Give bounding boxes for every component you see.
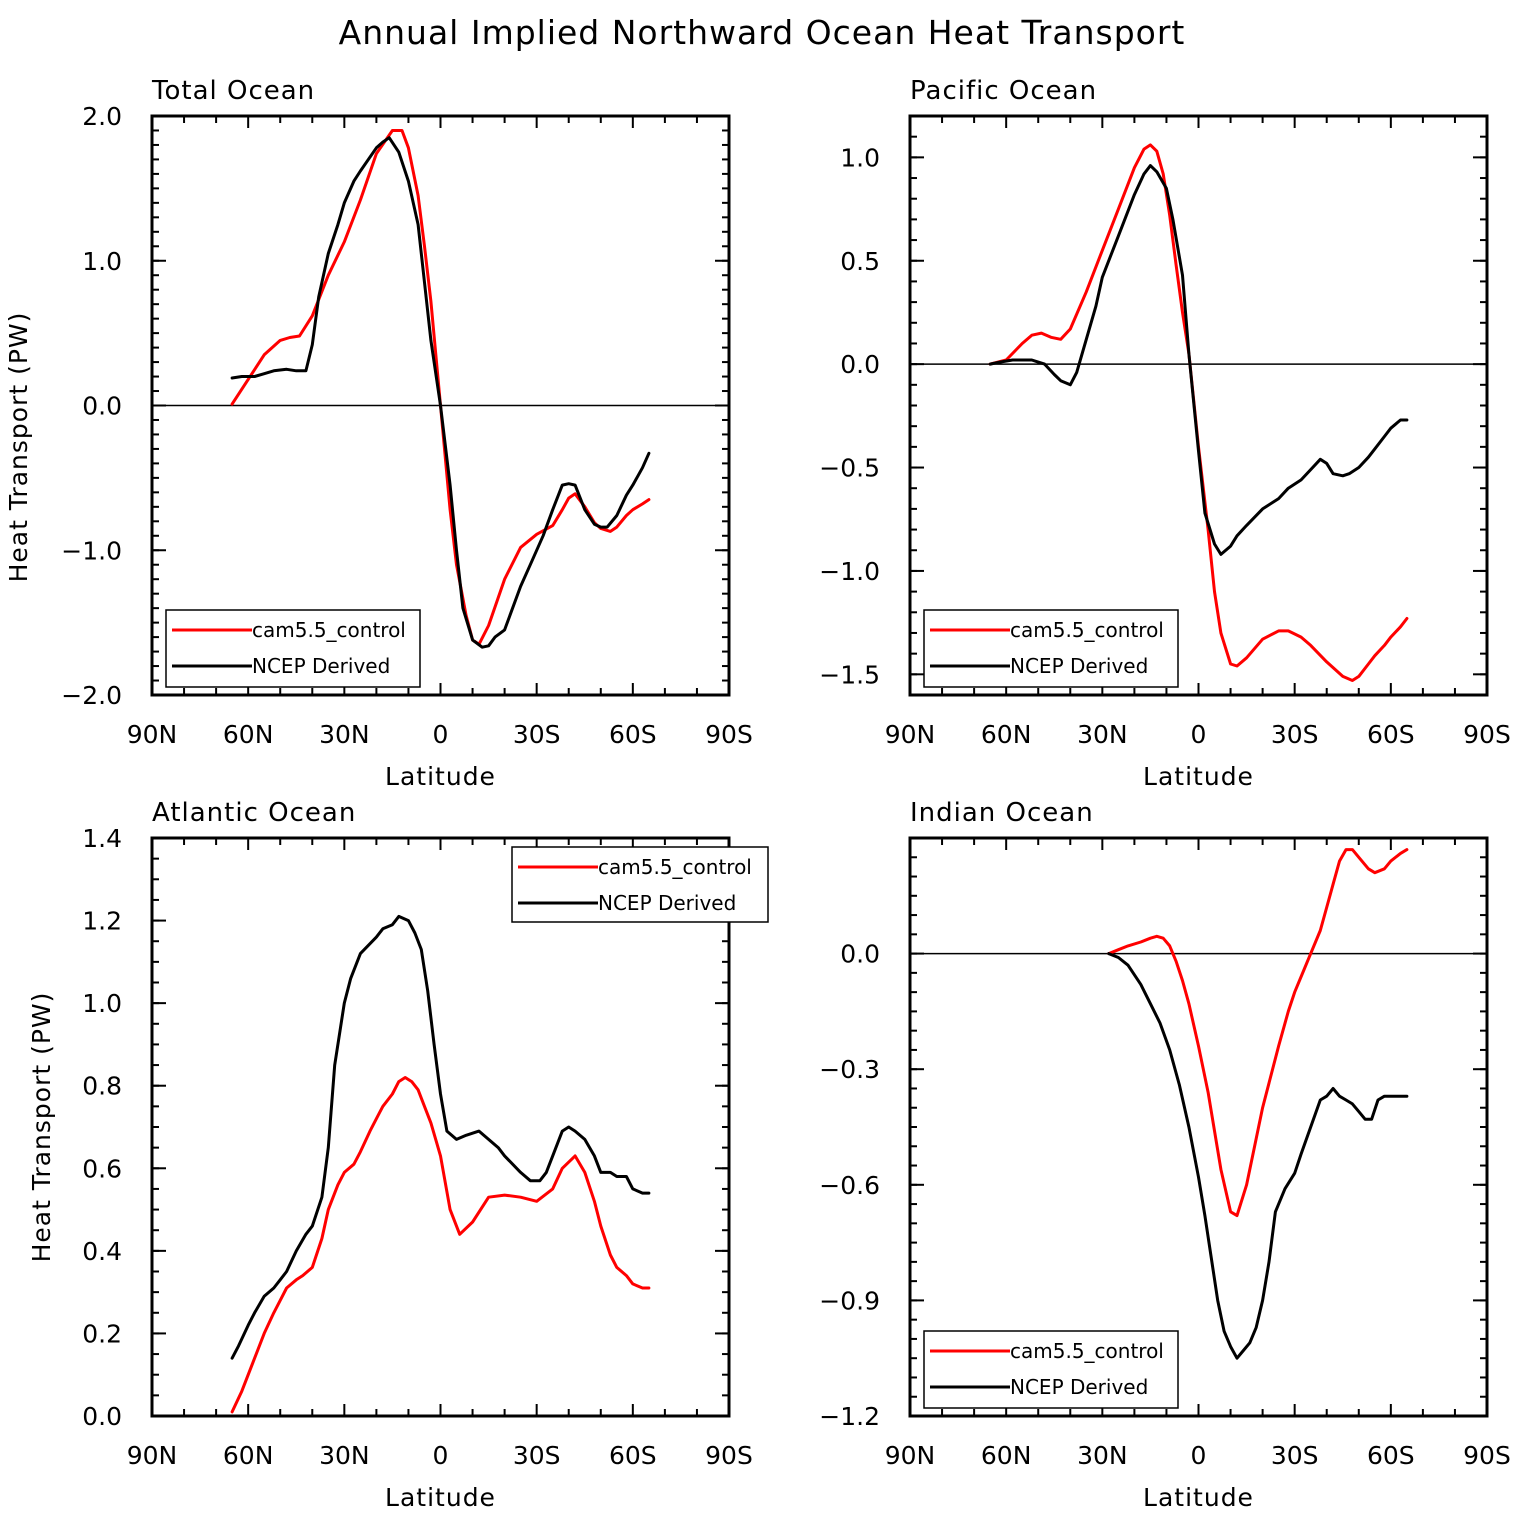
series-line-ncep-derived — [230, 136, 651, 649]
x-tick-label: 90S — [1463, 720, 1511, 749]
legend-label: NCEP Derived — [598, 891, 736, 915]
x-tick-label: 60N — [981, 1441, 1032, 1470]
x-tick-label: 30S — [513, 720, 561, 749]
series-line-cam5-5-control — [230, 1076, 651, 1414]
x-tick-label: 30S — [513, 1441, 561, 1470]
x-tick-label: 30N — [319, 720, 370, 749]
y-tick-label: 0.8 — [82, 1072, 122, 1101]
panel-indian: Indian Ocean 90N 60N 30N 0 30S 60S 90S −1.2 −0.9 −… — [819, 798, 1511, 1512]
x-tick-label: 60N — [981, 720, 1032, 749]
series-line-ncep-derived — [1107, 952, 1409, 1360]
x-axis-label: Latitude — [385, 1483, 496, 1512]
x-tick-label: 60S — [609, 1441, 657, 1470]
series-line-cam5-5-control — [230, 129, 651, 646]
x-tick-label: 90N — [885, 720, 936, 749]
series-line-cam5-5-control — [988, 143, 1409, 682]
legend: cam5.5_control NCEP Derived — [511, 846, 769, 923]
x-tick-label: 90S — [1463, 1441, 1511, 1470]
y-tick-label: −0.5 — [819, 454, 880, 483]
y-tick-label: −1.5 — [819, 660, 880, 689]
series-line-ncep-derived — [988, 164, 1409, 556]
panel-title: Indian Ocean — [910, 798, 1094, 828]
y-tick-label: −2.0 — [61, 681, 122, 710]
y-tick-label: 1.4 — [82, 824, 122, 853]
y-tick-label: 1.0 — [82, 247, 122, 276]
x-tick-label: 30N — [1077, 1441, 1128, 1470]
y-axis-label: Heat Transport (PW) — [27, 992, 56, 1263]
y-axis-label: Heat Transport (PW) — [4, 312, 33, 583]
y-tick-label: 1.0 — [82, 989, 122, 1018]
x-tick-label: 90S — [705, 720, 753, 749]
x-tick-label: 60S — [1367, 1441, 1415, 1470]
y-tick-label: 0.4 — [82, 1237, 122, 1266]
y-tick-label: 1.2 — [82, 907, 122, 936]
plot-frame — [150, 836, 731, 1418]
y-tick-label: 0.0 — [840, 350, 880, 379]
plot-frame — [908, 114, 1489, 697]
x-tick-label: 90N — [127, 1441, 178, 1470]
x-tick-label: 0 — [1191, 1441, 1207, 1470]
legend-box — [165, 609, 421, 688]
y-tick-label: −1.0 — [61, 536, 122, 565]
y-tick-label: −0.3 — [819, 1055, 880, 1084]
legend-label: NCEP Derived — [1010, 654, 1148, 678]
panels: Total Ocean 90N 60N 30N 0 30S 60S 90S −2.0 −1.0 0.… — [4, 76, 1511, 1512]
y-tick-label: 0.5 — [840, 247, 880, 276]
legend-label: NCEP Derived — [252, 654, 390, 678]
panel-title: Total Ocean — [151, 76, 315, 106]
legend-label: NCEP Derived — [1010, 1375, 1148, 1399]
panel-title: Atlantic Ocean — [152, 798, 356, 828]
y-tick-label: 0.0 — [82, 392, 122, 421]
legend-label: cam5.5_control — [598, 855, 752, 879]
legend: cam5.5_control NCEP Derived — [923, 609, 1179, 688]
panel-total: Total Ocean 90N 60N 30N 0 30S 60S 90S −2.0 −1.0 0.… — [4, 76, 753, 791]
legend-box — [511, 846, 769, 923]
x-tick-label: 60N — [223, 1441, 274, 1470]
y-tick-label: 0.0 — [840, 940, 880, 969]
x-tick-label: 90N — [127, 720, 178, 749]
x-tick-label: 30N — [319, 1441, 370, 1470]
y-tick-label: 2.0 — [82, 102, 122, 131]
x-tick-label: 60N — [223, 720, 274, 749]
y-tick-label: −0.6 — [819, 1171, 880, 1200]
x-axis-label: Latitude — [1143, 762, 1254, 791]
x-tick-label: 0 — [1191, 720, 1207, 749]
y-tick-label: −0.9 — [819, 1286, 880, 1315]
panel-title: Pacific Ocean — [910, 76, 1097, 106]
y-tick-label: −1.0 — [819, 557, 880, 586]
panel-pacific: Pacific Ocean 90N 60N 30N 0 30S 60S 90S −1.5 −1.0… — [819, 76, 1511, 791]
x-tick-label: 60S — [1367, 720, 1415, 749]
legend-box — [923, 609, 1179, 688]
legend-label: cam5.5_control — [1010, 1339, 1164, 1363]
panel-atlantic: Atlantic Ocean 90N 60N 30N 0 30S 60S 90S 0.0 0.2 0… — [27, 798, 769, 1512]
x-tick-label: 30S — [1271, 1441, 1319, 1470]
legend-box — [923, 1330, 1179, 1409]
y-tick-label: 0.6 — [82, 1154, 122, 1183]
legend: cam5.5_control NCEP Derived — [165, 609, 421, 688]
x-tick-label: 0 — [433, 720, 449, 749]
y-tick-label: −1.2 — [819, 1402, 880, 1431]
y-tick-label: 0.0 — [82, 1402, 122, 1431]
x-tick-label: 30S — [1271, 720, 1319, 749]
x-axis-label: Latitude — [385, 762, 496, 791]
series-line-cam5-5-control — [1107, 848, 1409, 1218]
y-tick-label: 1.0 — [840, 143, 880, 172]
x-tick-label: 90S — [705, 1441, 753, 1470]
figure-title: Annual Implied Northward Ocean Heat Tran… — [339, 13, 1186, 52]
legend: cam5.5_control NCEP Derived — [923, 1330, 1179, 1409]
x-tick-label: 90N — [885, 1441, 936, 1470]
legend-label: cam5.5_control — [1010, 618, 1164, 642]
x-tick-label: 30N — [1077, 720, 1128, 749]
y-tick-label: 0.2 — [82, 1319, 122, 1348]
legend-label: cam5.5_control — [252, 618, 406, 642]
x-tick-label: 0 — [433, 1441, 449, 1470]
x-axis-label: Latitude — [1143, 1483, 1254, 1512]
plot-frame — [908, 836, 1489, 1418]
series-line-ncep-derived — [230, 914, 651, 1360]
x-tick-label: 60S — [609, 720, 657, 749]
